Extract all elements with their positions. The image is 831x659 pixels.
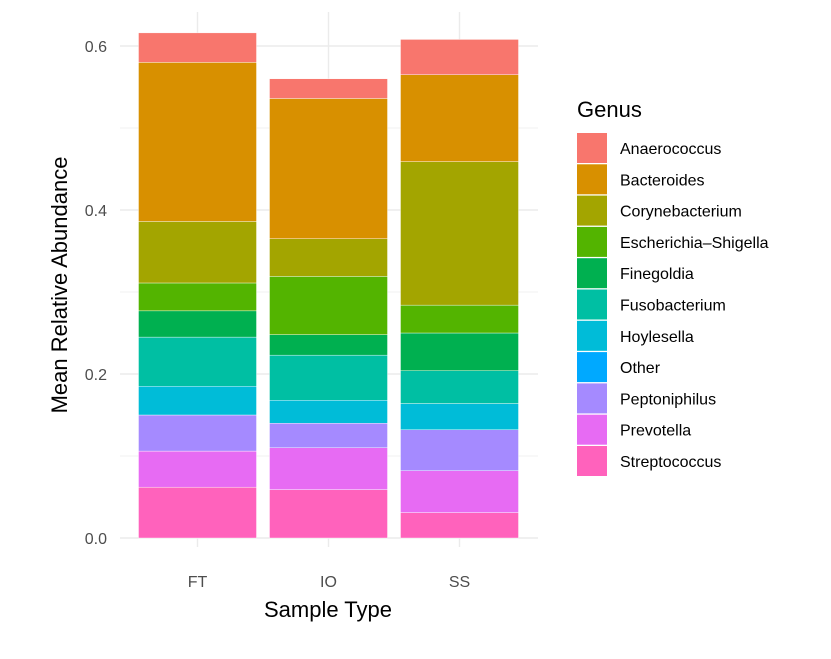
x-axis-ticks: FT IO SS	[188, 574, 470, 591]
legend-swatch	[577, 133, 607, 163]
legend-swatch	[577, 320, 607, 351]
bar-segment	[269, 354, 388, 401]
legend-label: Escherichia–Shigella	[620, 235, 769, 252]
legend-label: Finegoldia	[620, 266, 694, 283]
bar-segment	[400, 512, 519, 539]
bar-segment	[400, 429, 519, 471]
y-tick-label: 0.4	[85, 203, 107, 220]
legend-label: Hoylesella	[620, 329, 694, 346]
legend-label: Peptoniphilus	[620, 391, 716, 408]
bar-segment	[400, 304, 519, 334]
bar-segment	[138, 32, 257, 63]
x-tick-label: SS	[449, 574, 470, 591]
x-tick-label: IO	[320, 574, 337, 591]
legend-swatch	[577, 226, 607, 257]
bar-segment	[138, 282, 257, 312]
bar-segment	[400, 332, 519, 371]
legend-swatch	[577, 195, 607, 226]
bar-segment	[269, 276, 388, 335]
legend-swatch	[577, 383, 607, 414]
bar-segment	[400, 370, 519, 404]
bar-segment	[400, 470, 519, 513]
bar-segment	[138, 486, 257, 539]
legend-label: Corynebacterium	[620, 204, 742, 221]
bar-segment	[400, 39, 519, 75]
bar-segment	[138, 450, 257, 488]
bar-segment	[138, 386, 257, 416]
bar-segment	[269, 238, 388, 277]
legend-swatch	[577, 352, 607, 383]
legend-swatch	[577, 414, 607, 445]
y-tick-label: 0.2	[85, 367, 107, 384]
bar-segment	[269, 78, 388, 99]
bar-segment	[269, 423, 388, 449]
bar-segment	[138, 62, 257, 222]
legend-swatch	[577, 446, 607, 476]
bar-segment	[269, 489, 388, 539]
x-axis-title: Sample Type	[264, 597, 392, 622]
bar-segment	[269, 334, 388, 356]
legend: Genus Anaerococcus Bacteroides Corynebacte…	[577, 97, 769, 476]
bar-segment	[138, 221, 257, 284]
y-axis-title: Mean Relative Abundance	[47, 157, 72, 414]
legend-label: Anaerococcus	[620, 141, 721, 158]
bar-segment	[269, 400, 388, 424]
bar-segment	[138, 414, 257, 452]
legend-label: Other	[620, 360, 661, 377]
y-tick-label: 0.0	[85, 531, 107, 548]
bar-segment	[400, 161, 519, 306]
bar-segment	[400, 403, 519, 430]
legend-label: Bacteroides	[620, 172, 705, 189]
legend-label: Prevotella	[620, 423, 691, 440]
legend-title: Genus	[577, 97, 642, 122]
bar-segment	[269, 447, 388, 490]
bar-segment	[269, 98, 388, 239]
bar-segment	[138, 310, 257, 338]
bars	[138, 32, 519, 539]
legend-swatch	[577, 258, 607, 289]
legend-label: Streptococcus	[620, 454, 721, 471]
y-tick-label: 0.6	[85, 39, 107, 56]
bar-segment	[400, 74, 519, 162]
y-axis-ticks: 0.0 0.2 0.4 0.6	[85, 39, 107, 548]
legend-swatch	[577, 289, 607, 320]
bar-segment	[138, 336, 257, 387]
legend-label: Fusobacterium	[620, 298, 726, 315]
x-tick-label: FT	[188, 574, 208, 591]
legend-swatch	[577, 164, 607, 195]
